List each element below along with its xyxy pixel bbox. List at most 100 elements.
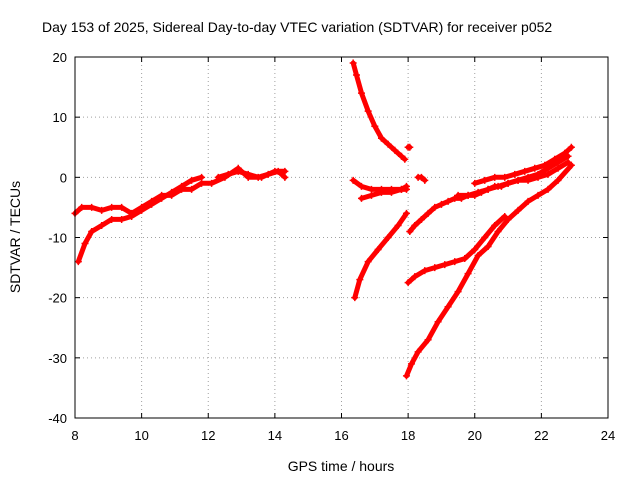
data-point bbox=[98, 206, 106, 214]
data-point bbox=[214, 173, 222, 181]
x-tick-label: 12 bbox=[201, 428, 215, 443]
data-point bbox=[417, 215, 425, 223]
series-line bbox=[405, 213, 508, 286]
data-point bbox=[554, 158, 562, 166]
data-point bbox=[384, 140, 392, 148]
data-point bbox=[384, 234, 392, 241]
data-point bbox=[81, 240, 89, 248]
data-point bbox=[208, 179, 216, 187]
data-point bbox=[367, 191, 375, 199]
x-ticks: 8 10 12 14 16 18 20 22 24 bbox=[71, 57, 615, 443]
series-line bbox=[350, 60, 408, 162]
data-point bbox=[431, 264, 439, 272]
data-point bbox=[494, 182, 502, 190]
y-tick-label: 0 bbox=[60, 170, 67, 185]
series-8 bbox=[404, 143, 414, 151]
y-tick-label: -40 bbox=[48, 411, 67, 426]
data-point bbox=[281, 167, 289, 175]
data-point bbox=[544, 170, 552, 178]
grid bbox=[75, 57, 608, 418]
data-point bbox=[441, 261, 449, 269]
data-point bbox=[264, 170, 272, 178]
data-point bbox=[138, 206, 146, 214]
data-point bbox=[444, 303, 452, 311]
data-point bbox=[424, 336, 432, 344]
data-point bbox=[254, 173, 262, 181]
data-point bbox=[534, 191, 542, 199]
series-9 bbox=[414, 173, 429, 184]
data-point bbox=[454, 288, 462, 296]
data-point bbox=[98, 221, 106, 229]
y-tick-label: 10 bbox=[53, 110, 67, 125]
data-point bbox=[158, 194, 166, 202]
data-point bbox=[356, 276, 364, 284]
x-tick-label: 20 bbox=[468, 428, 482, 443]
data-point bbox=[424, 209, 432, 217]
data-point bbox=[451, 258, 459, 266]
data-point bbox=[474, 188, 482, 196]
data-point bbox=[521, 167, 529, 175]
x-tick-label: 16 bbox=[334, 428, 348, 443]
x-tick-label: 24 bbox=[601, 428, 615, 443]
data-point bbox=[491, 173, 499, 181]
data-point bbox=[374, 246, 382, 254]
data-point bbox=[349, 176, 357, 184]
data-point bbox=[411, 273, 419, 281]
data-point bbox=[471, 246, 479, 254]
data-point bbox=[431, 203, 439, 211]
data-point bbox=[544, 185, 552, 193]
series-line bbox=[75, 174, 205, 265]
series-3 bbox=[214, 167, 289, 181]
data-point bbox=[394, 221, 402, 229]
data-point bbox=[544, 164, 552, 172]
data-point bbox=[78, 203, 86, 211]
y-tick-label: -20 bbox=[48, 291, 67, 306]
data-point bbox=[404, 279, 412, 287]
series-11 bbox=[404, 212, 509, 287]
series-line bbox=[404, 162, 574, 379]
data-point bbox=[567, 143, 575, 151]
data-point bbox=[118, 203, 126, 211]
data-point bbox=[454, 191, 462, 199]
data-point bbox=[554, 164, 562, 172]
data-point bbox=[471, 179, 479, 187]
y-ticks: -40 -30 -20 -10 0 10 20 bbox=[48, 50, 608, 426]
data-point bbox=[367, 185, 375, 193]
y-axis-label: SDTVAR / TECUs bbox=[7, 181, 23, 293]
data-point bbox=[364, 258, 372, 266]
series-2 bbox=[74, 173, 206, 266]
data-point bbox=[198, 179, 206, 187]
data-point bbox=[168, 188, 176, 196]
series-10 bbox=[402, 161, 575, 380]
data-point bbox=[461, 255, 469, 263]
chart-title: Day 153 of 2025, Sidereal Day-to-day VTE… bbox=[42, 19, 552, 35]
data-point bbox=[491, 221, 499, 229]
data-point bbox=[281, 173, 289, 181]
data-point bbox=[88, 227, 96, 235]
data-point bbox=[402, 185, 410, 193]
data-point bbox=[514, 206, 522, 214]
data-point bbox=[198, 173, 206, 181]
data-point bbox=[414, 348, 422, 356]
data-series bbox=[71, 59, 575, 380]
y-tick-label: -10 bbox=[48, 231, 67, 246]
data-point bbox=[437, 200, 445, 208]
x-tick-label: 10 bbox=[134, 428, 148, 443]
data-point bbox=[421, 176, 429, 184]
data-point bbox=[364, 107, 372, 115]
x-tick-label: 22 bbox=[534, 428, 548, 443]
series-14 bbox=[454, 152, 572, 199]
data-point bbox=[357, 182, 365, 190]
x-axis-label: GPS time / hours bbox=[288, 458, 395, 474]
data-point bbox=[484, 185, 492, 193]
data-point bbox=[531, 164, 539, 172]
data-point bbox=[128, 212, 136, 220]
data-point bbox=[371, 122, 379, 130]
data-point bbox=[357, 89, 365, 97]
data-point bbox=[402, 372, 410, 380]
data-point bbox=[178, 182, 186, 190]
data-point bbox=[474, 252, 482, 260]
data-point bbox=[387, 188, 395, 196]
data-point bbox=[464, 191, 472, 199]
